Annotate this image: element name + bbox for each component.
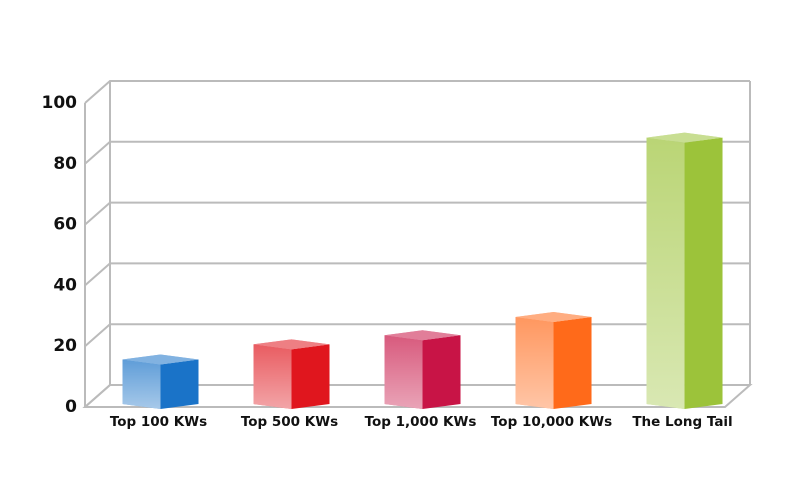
bar-top [515, 311, 592, 322]
grid-line [84, 201, 750, 226]
grid-line [84, 140, 750, 165]
bar-side [684, 137, 723, 409]
bar [384, 330, 461, 409]
bar-front-shade [515, 316, 554, 409]
bar-front-shade [253, 344, 292, 409]
y-tick-label: 80 [53, 154, 77, 174]
y-tick-label: 100 [42, 93, 78, 113]
bar-top-light [515, 311, 592, 322]
bar-side [160, 359, 199, 409]
bar-side [422, 335, 461, 409]
x-tick-label: Top 500 KWs [241, 414, 338, 430]
bar-front-shade [122, 359, 161, 409]
bar-top [384, 330, 461, 341]
bar-top [646, 132, 723, 143]
grid-line [84, 262, 750, 287]
y-tick-label: 60 [53, 215, 77, 235]
bar-top-light [253, 339, 330, 350]
bar-top-light [646, 132, 723, 143]
y-tick-label: 0 [65, 397, 77, 417]
bar-top-light [384, 330, 461, 341]
bar-top-light [122, 354, 199, 365]
grid-line [84, 80, 750, 104]
bar-front-shade [646, 137, 685, 409]
x-tick-label: Top 1,000 KWs [365, 414, 477, 430]
bar-front-shade [384, 335, 423, 409]
y-tick-label: 20 [53, 336, 77, 356]
y-tick-label: 40 [53, 275, 77, 295]
x-tick-label: Top 10,000 KWs [491, 414, 612, 430]
bar [253, 339, 330, 409]
bar-top [122, 354, 199, 365]
bar [515, 311, 592, 409]
bar [122, 354, 199, 409]
bar-side [553, 316, 592, 409]
bar-side [291, 344, 330, 409]
bar-top [253, 339, 330, 350]
bar [646, 132, 723, 409]
x-tick-label: The Long Tail [632, 414, 732, 430]
x-tick-label: Top 100 KWs [110, 414, 207, 430]
